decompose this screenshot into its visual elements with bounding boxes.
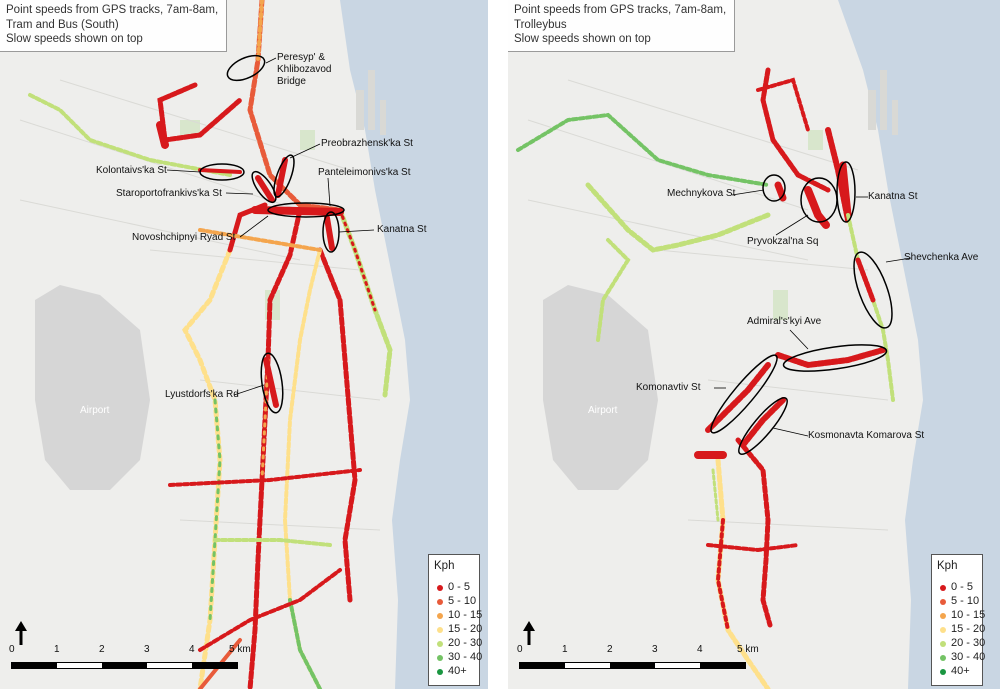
legend-item: 5 - 10 bbox=[429, 595, 479, 608]
scale-tick: 1 bbox=[562, 644, 568, 655]
scale-tick: 2 bbox=[607, 644, 613, 655]
highlight-ellipses bbox=[199, 54, 345, 414]
label-peresyp: Peresyp' & Khlibozavod Bridge bbox=[277, 52, 332, 87]
legend-item: 20 - 30 bbox=[429, 637, 482, 650]
legend-item: 5 - 10 bbox=[932, 595, 982, 608]
port-piers bbox=[868, 70, 898, 135]
scale-tick: 3 bbox=[652, 644, 658, 655]
panel-divider bbox=[488, 0, 508, 689]
scale-tick: 0 bbox=[517, 644, 523, 655]
label-admiralskyi: Admiral's'kyi Ave bbox=[747, 316, 822, 327]
label-pryvokzalna: Pryvokzal'na Sq bbox=[747, 236, 819, 247]
legend-item: 15 - 20 bbox=[932, 623, 985, 636]
airport-area bbox=[35, 285, 150, 490]
speed-legend: Kph 0 - 5 5 - 10 10 - 15 15 - 20 20 - 30… bbox=[428, 554, 482, 686]
label-mechnykova: Mechnykova St bbox=[667, 188, 736, 199]
right-map-title: Point speeds from GPS tracks, 7am-8am, T… bbox=[508, 0, 736, 52]
right-map-canvas bbox=[516, 0, 1000, 689]
title-line-3: Slow speeds shown on top bbox=[6, 33, 143, 45]
sea-area bbox=[838, 0, 1000, 689]
legend-item: 40+ bbox=[932, 665, 982, 678]
legend-item: 20 - 30 bbox=[932, 637, 985, 650]
legend-item: 15 - 20 bbox=[429, 623, 482, 636]
scale-tick: 0 bbox=[9, 644, 15, 655]
legend-item: 30 - 40 bbox=[429, 651, 482, 664]
title-line-1: Point speeds from GPS tracks, 7am-8am, bbox=[514, 4, 727, 16]
legend-title: Kph bbox=[434, 560, 455, 572]
port-piers bbox=[356, 70, 386, 135]
scale-tick: 4 bbox=[697, 644, 703, 655]
label-kanatna: Kanatna St bbox=[377, 224, 427, 235]
airport-area bbox=[543, 285, 658, 490]
label-komonavtiv: Komonavtiv St bbox=[636, 382, 701, 393]
title-line-2: Tram and Bus (South) bbox=[6, 18, 119, 31]
label-preobrazhenska: Preobrazhensk'ka St bbox=[321, 138, 413, 149]
right-map-panel: Point speeds from GPS tracks, 7am-8am, T… bbox=[508, 0, 1000, 689]
scale-bar: 0 1 2 3 4 5 km bbox=[517, 644, 769, 681]
legend-item: 0 - 5 bbox=[429, 581, 479, 594]
legend-item: 10 - 15 bbox=[429, 609, 482, 622]
left-map-panel: Point speeds from GPS tracks, 7am-8am, T… bbox=[0, 0, 488, 689]
legend-item: 10 - 15 bbox=[932, 609, 985, 622]
scale-tick: 1 bbox=[54, 644, 60, 655]
left-map-canvas bbox=[19, 0, 488, 689]
label-airport: Airport bbox=[588, 405, 618, 416]
sea-area bbox=[340, 0, 488, 689]
left-map-title: Point speeds from GPS tracks, 7am-8am, T… bbox=[0, 0, 228, 52]
scale-tick: 3 bbox=[144, 644, 150, 655]
legend-item: 40+ bbox=[429, 665, 479, 678]
scale-tick: 4 bbox=[189, 644, 195, 655]
label-lyustdorfska: Lyustdorfs'ka Rd bbox=[165, 389, 239, 400]
label-panteleimonivska: Panteleimonivs'ka St bbox=[318, 167, 411, 178]
route-lines bbox=[516, 67, 895, 689]
title-line-2: Trolleybus bbox=[514, 18, 567, 31]
north-arrow-icon bbox=[15, 621, 27, 645]
north-arrow-icon bbox=[523, 621, 535, 645]
label-kolontaivska: Kolontaivs'ka St bbox=[96, 165, 167, 176]
label-kanatna: Kanatna St bbox=[868, 191, 918, 202]
label-staroportofrankivska: Staroportofrankivs'ka St bbox=[116, 188, 222, 199]
route-lines bbox=[28, 0, 393, 689]
label-kosmonavta: Kosmonavta Komarova St bbox=[808, 430, 925, 441]
label-airport: Airport bbox=[80, 405, 110, 416]
title-line-3: Slow speeds shown on top bbox=[514, 33, 651, 45]
scale-bar: 0 1 2 3 4 5 km bbox=[9, 644, 261, 681]
title-line-1: Point speeds from GPS tracks, 7am-8am, bbox=[6, 4, 219, 16]
speed-legend: Kph 0 - 5 5 - 10 10 - 15 15 - 20 20 - 30… bbox=[931, 554, 985, 686]
label-shevchenka: Shevchenka Ave bbox=[904, 252, 979, 263]
scale-tick: 2 bbox=[99, 644, 105, 655]
legend-title: Kph bbox=[937, 560, 958, 572]
label-novoshchipnyi: Novoshchipnyi Ryad St bbox=[132, 232, 236, 243]
highlight-ellipses bbox=[710, 161, 893, 455]
scale-tick: 5 km bbox=[737, 644, 759, 655]
scale-tick: 5 km bbox=[229, 644, 251, 655]
legend-item: 30 - 40 bbox=[932, 651, 985, 664]
legend-item: 0 - 5 bbox=[932, 581, 982, 594]
